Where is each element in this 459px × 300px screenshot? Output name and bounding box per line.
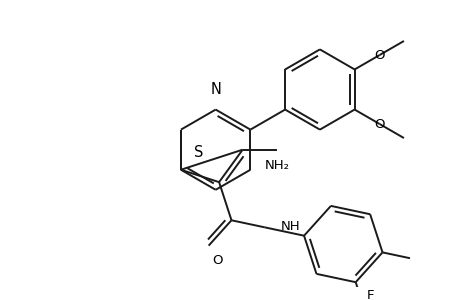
Text: O: O: [374, 118, 384, 130]
Text: O: O: [212, 254, 223, 267]
Text: NH₂: NH₂: [263, 159, 289, 172]
Text: S: S: [194, 145, 203, 160]
Text: N: N: [210, 82, 221, 97]
Text: O: O: [374, 49, 384, 62]
Text: NH: NH: [280, 220, 300, 233]
Text: F: F: [366, 289, 373, 300]
